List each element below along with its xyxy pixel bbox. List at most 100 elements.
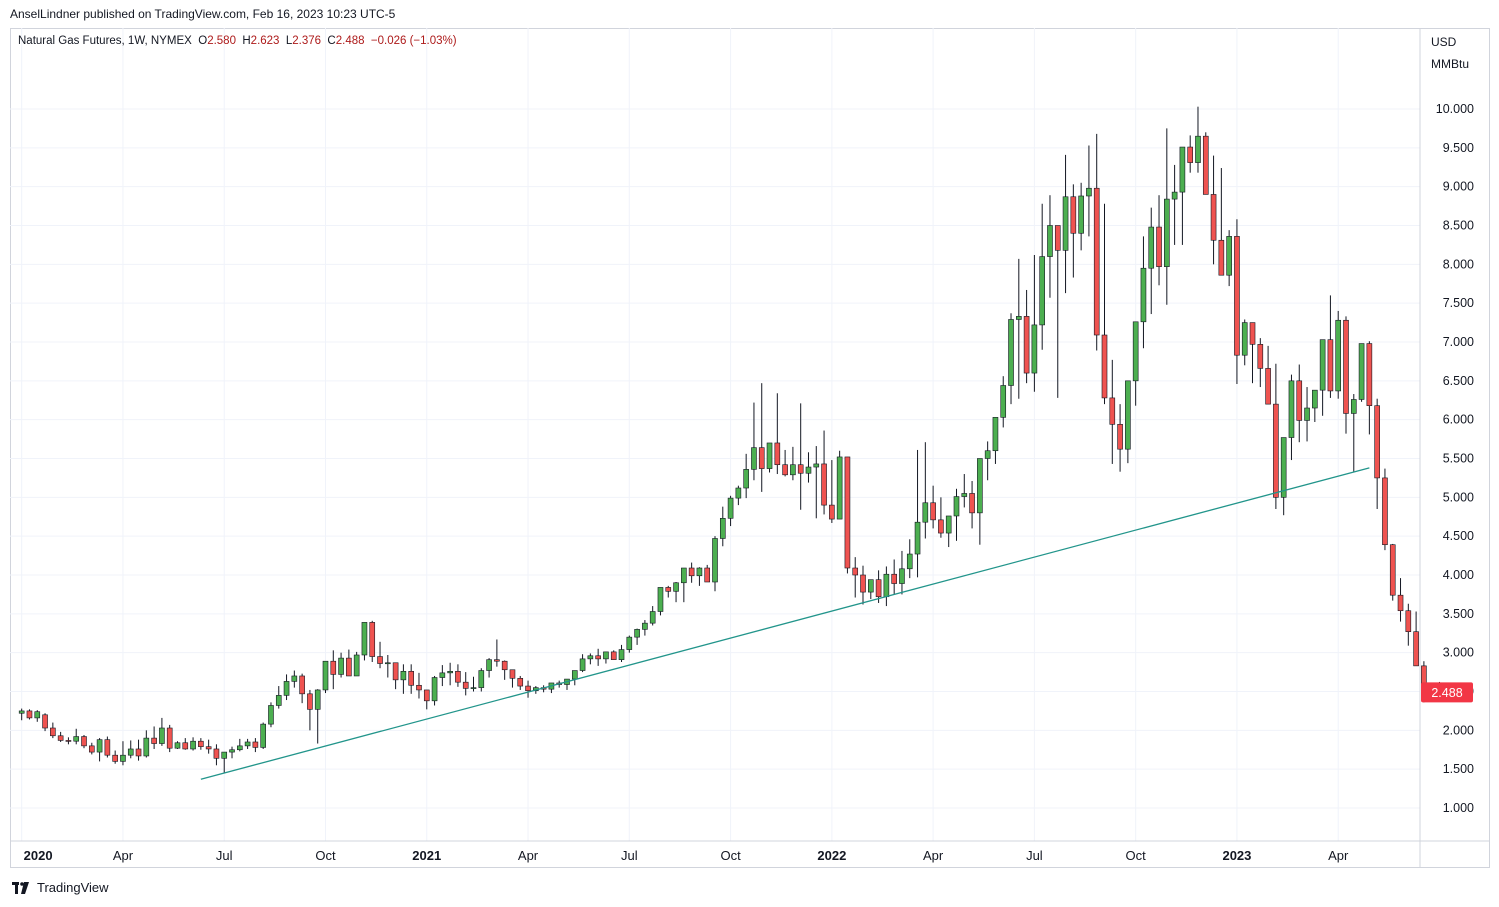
open-label: O <box>198 35 208 47</box>
candle-body <box>486 659 492 671</box>
candle-body <box>1319 339 1326 391</box>
candle-body <box>766 442 773 469</box>
candle-body <box>1140 267 1147 323</box>
candle-body <box>603 651 609 660</box>
high-label: H <box>242 35 251 47</box>
candle-body <box>899 568 905 584</box>
candle <box>213 744 220 766</box>
axis-unit-mmbtu: MMBtu <box>1431 57 1469 71</box>
candle-body <box>829 504 835 520</box>
candle-body <box>120 754 126 762</box>
candle-body <box>322 660 329 691</box>
candle-body <box>587 655 594 660</box>
candle <box>992 417 999 464</box>
candle-body <box>1280 437 1287 498</box>
candle <box>790 446 796 481</box>
candle-body <box>1350 399 1357 414</box>
candle-body <box>1257 344 1264 369</box>
candle-body <box>1023 316 1030 374</box>
candle <box>1234 219 1240 384</box>
candle-body <box>431 677 438 702</box>
candle-body <box>96 739 103 753</box>
publish-attribution: AnselLindner published on TradingView.co… <box>10 7 396 21</box>
candle <box>299 673 305 704</box>
candle <box>1171 164 1178 245</box>
candle <box>190 737 196 751</box>
candle <box>618 644 625 662</box>
candle-body <box>307 693 313 710</box>
x-tick-label: Apr <box>518 848 539 863</box>
candle-body <box>1031 324 1038 374</box>
candle <box>603 651 609 664</box>
symbol-legend: Natural Gas Futures, 1W, NYMEX O2.580 H2… <box>18 35 457 47</box>
candle-body <box>166 727 173 749</box>
candle-body <box>385 662 391 665</box>
candle <box>73 728 80 745</box>
candle-body <box>525 685 531 692</box>
candle <box>244 738 251 749</box>
candle <box>751 402 757 481</box>
candle <box>494 639 500 667</box>
candle <box>501 660 508 680</box>
x-tick-label: 2020 <box>24 848 53 863</box>
candle <box>938 497 944 538</box>
candle <box>1164 128 1170 305</box>
y-tick-label: 10.000 <box>1436 102 1474 116</box>
candle <box>961 474 968 508</box>
candle <box>65 737 72 745</box>
candle-body <box>104 739 111 756</box>
candle <box>400 664 407 694</box>
candle <box>143 730 150 758</box>
candle-body <box>1039 256 1045 326</box>
candle-body <box>501 660 508 671</box>
candle-body <box>65 740 72 742</box>
candle-body <box>743 469 749 489</box>
last-price-value: 2.488 <box>1431 686 1462 700</box>
candle <box>626 635 633 653</box>
tradingview-logo-icon[interactable] <box>12 881 32 894</box>
candle-body <box>400 671 407 681</box>
candle-body <box>813 463 820 468</box>
candle <box>1140 236 1147 349</box>
candle <box>906 539 913 579</box>
candle-body <box>73 736 80 742</box>
candle-body <box>984 450 991 459</box>
candle-body <box>392 662 399 681</box>
y-tick-label: 5.000 <box>1443 490 1474 504</box>
y-tick-label: 4.000 <box>1443 568 1474 582</box>
candle <box>439 665 446 687</box>
axis-unit-usd: USD <box>1431 35 1457 49</box>
candle <box>649 606 656 626</box>
candle <box>782 449 788 477</box>
symbol-name[interactable]: Natural Gas Futures, 1W, NYMEX <box>18 35 192 47</box>
candle-body <box>579 658 586 671</box>
candle <box>1405 603 1412 646</box>
candle <box>1109 359 1116 464</box>
candle <box>681 567 687 603</box>
candle <box>221 751 228 774</box>
candle <box>1101 203 1108 405</box>
candle-body <box>953 496 960 517</box>
tradingview-brand[interactable]: TradingView <box>37 880 109 895</box>
candle-body <box>1117 424 1123 450</box>
candle-body <box>478 670 485 688</box>
candle <box>237 738 243 752</box>
y-tick-label: 6.500 <box>1443 374 1474 388</box>
candle-body <box>1288 380 1295 438</box>
candle <box>953 488 960 541</box>
candle-body <box>408 671 414 686</box>
candle <box>346 649 352 677</box>
y-tick-label: 8.500 <box>1443 219 1474 233</box>
candle <box>182 738 189 750</box>
candle <box>1397 578 1404 622</box>
candle <box>868 579 874 600</box>
candle <box>151 726 157 749</box>
candle <box>1273 363 1279 509</box>
candle-body <box>416 684 422 691</box>
candle-body <box>688 567 695 577</box>
candle-body <box>681 567 687 584</box>
candle-body <box>229 749 235 753</box>
candle <box>797 403 804 510</box>
candle <box>1023 289 1030 384</box>
